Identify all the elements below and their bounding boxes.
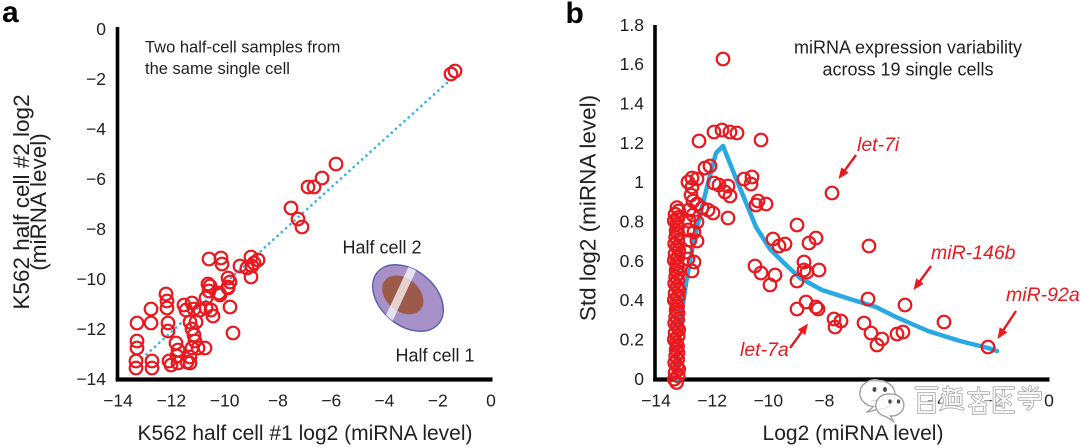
svg-text:let-7i: let-7i [857, 134, 900, 156]
svg-text:−14: −14 [103, 391, 133, 411]
svg-text:0.6: 0.6 [620, 251, 644, 271]
svg-text:Log2 (miRNA level): Log2 (miRNA level) [763, 422, 944, 445]
svg-text:−2: −2 [86, 69, 106, 89]
svg-text:1.4: 1.4 [620, 94, 645, 114]
svg-text:−14: −14 [641, 391, 671, 411]
svg-text:miR-146b: miR-146b [931, 242, 1016, 264]
svg-text:−10: −10 [753, 391, 783, 411]
svg-text:−6: −6 [321, 391, 341, 411]
svg-text:0: 0 [96, 19, 106, 39]
svg-text:let-7a: let-7a [740, 339, 789, 361]
svg-text:across 19 single cells: across 19 single cells [822, 60, 993, 80]
svg-text:−10: −10 [76, 269, 106, 289]
svg-text:−10: −10 [210, 391, 240, 411]
svg-text:−12: −12 [76, 319, 106, 339]
svg-text:0.8: 0.8 [620, 212, 644, 232]
svg-text:K562 half cell #1 log2 (miRNA: K562 half cell #1 log2 (miRNA level) [138, 422, 473, 445]
svg-text:Std log2 (miRNA level): Std log2 (miRNA level) [576, 95, 601, 321]
svg-text:Half cell 2: Half cell 2 [342, 238, 421, 258]
svg-text:−2: −2 [428, 391, 448, 411]
svg-text:−4: −4 [86, 119, 106, 139]
svg-text:−8: −8 [86, 219, 106, 239]
svg-text:b: b [566, 0, 584, 30]
svg-text:0: 0 [634, 369, 644, 389]
svg-text:−12: −12 [697, 391, 727, 411]
svg-text:1.6: 1.6 [620, 54, 644, 74]
svg-text:−8: −8 [814, 391, 834, 411]
svg-text:a: a [2, 0, 19, 29]
svg-text:−6: −6 [86, 169, 106, 189]
svg-text:−14: −14 [76, 369, 106, 389]
svg-text:0.4: 0.4 [620, 290, 645, 310]
svg-text:1: 1 [634, 172, 644, 192]
svg-text:Half cell 1: Half cell 1 [395, 346, 474, 366]
svg-text:0: 0 [486, 391, 496, 411]
svg-text:miR-92a: miR-92a [1006, 284, 1080, 306]
svg-text:−8: −8 [268, 391, 288, 411]
svg-text:0: 0 [1044, 391, 1054, 411]
svg-text:the same single cell: the same single cell [145, 60, 290, 78]
svg-text:−4: −4 [374, 391, 394, 411]
svg-text:−12: −12 [156, 391, 186, 411]
svg-text:0.2: 0.2 [620, 330, 644, 350]
svg-text:K562 half cell #2 log2: K562 half cell #2 log2 [9, 94, 34, 309]
svg-text:1.2: 1.2 [620, 133, 644, 153]
svg-text:miRNA expression variability: miRNA expression variability [794, 38, 1022, 58]
svg-text:Two half-cell samples from: Two half-cell samples from [145, 39, 340, 57]
svg-text:(miRNA level): (miRNA level) [26, 133, 51, 271]
svg-text:1.8: 1.8 [620, 15, 644, 35]
